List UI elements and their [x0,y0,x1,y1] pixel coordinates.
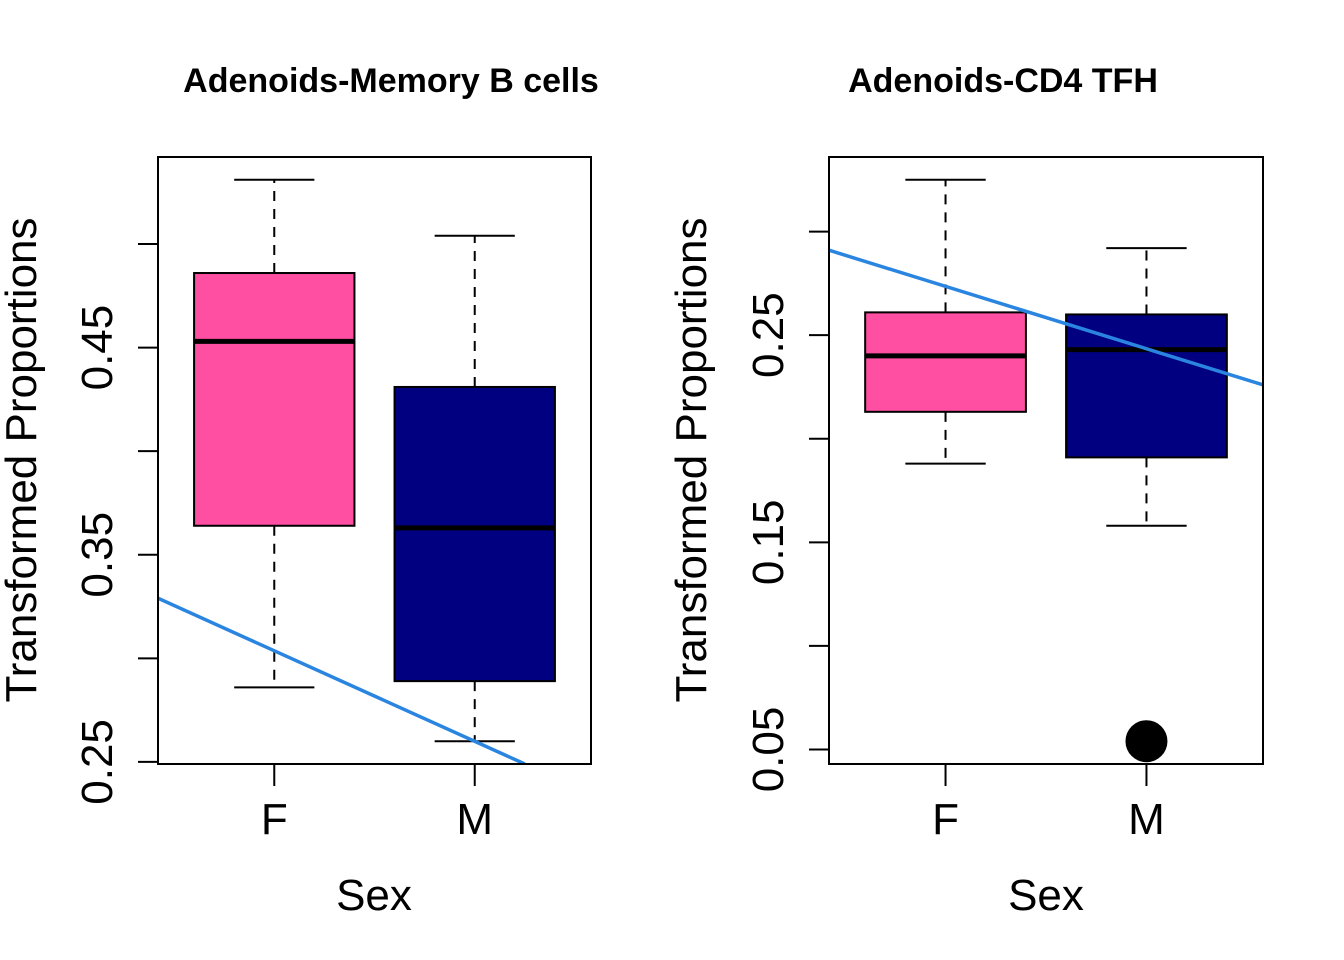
iqr-box [393,385,556,683]
y-axis-label: Transformed Proportions [0,217,46,702]
x-tick-label: F [932,795,959,844]
y-tick-label: 0.25 [744,292,793,378]
panel-cd4-tfh: Adenoids-CD4 TFH Sex Transformed Proport… [667,62,1264,920]
panel-memory-b-cells: Adenoids-Memory B cells Sex Transformed … [0,62,599,920]
x-axis-label: Sex [336,871,412,920]
plot-frame [157,156,592,765]
x-axis-label: Sex [1008,871,1084,920]
y-tick-label: 0.25 [73,719,122,805]
x-tick-label: M [456,795,493,844]
chart-title: Adenoids-CD4 TFH [848,62,1158,100]
x-tick-label: F [261,795,288,844]
plot-frame [828,156,1264,765]
chart-title: Adenoids-Memory B cells [183,62,599,100]
y-tick-label: 0.15 [744,500,793,586]
iqr-box [1065,313,1228,459]
box-M [1065,247,1228,763]
box-M [393,234,556,743]
outlier-point [1125,720,1168,763]
iqr-box [193,272,356,527]
y-tick-label: 0.35 [73,512,122,598]
iqr-box [864,311,1027,413]
box-F [864,178,1027,465]
y-tick-label: 0.05 [744,707,793,793]
trend-line [829,248,1263,387]
y-axis-label: Transformed Proportions [667,217,716,702]
box-F [193,178,356,689]
trend-line [158,596,526,764]
x-tick-label: M [1128,795,1165,844]
y-tick-label: 0.45 [73,305,122,391]
